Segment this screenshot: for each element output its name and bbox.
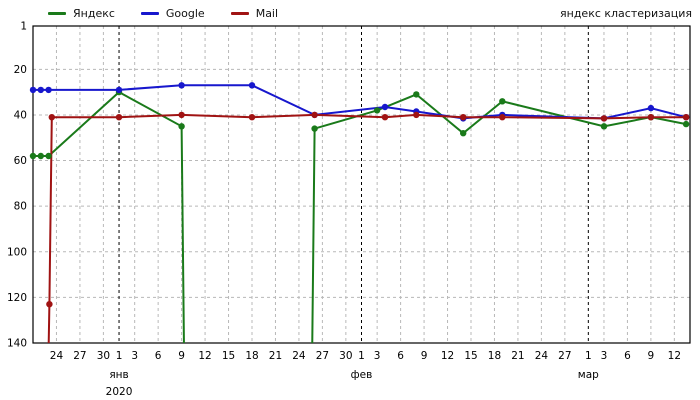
series-mail-point (682, 114, 690, 121)
x-tick-label: 1 (358, 350, 365, 362)
series-yandex-point (499, 98, 506, 105)
x-tick-label: 3 (374, 350, 381, 362)
y-tick-label: 140 (7, 338, 27, 350)
series-mail-line-0 (47, 113, 687, 343)
legend-item-google[interactable]: Google (140, 7, 205, 20)
x-tick-label: 12 (441, 350, 454, 362)
chart-header: Яндекс Google Mail яндекс кластеризация (0, 5, 700, 23)
year-label: 2020 (106, 386, 133, 398)
chart-legend: Яндекс Google Mail (48, 7, 278, 20)
series-mail-point (647, 114, 655, 121)
x-tick-label: 1 (116, 350, 123, 362)
series-yandex-line-0 (33, 90, 185, 343)
legend-label-yandex: Яндекс (73, 7, 115, 20)
series-mail-point (600, 115, 608, 122)
series-yandex-point (600, 123, 608, 130)
legend-label-mail: Mail (255, 7, 279, 20)
x-tick-label: 15 (464, 350, 477, 362)
series-yandex-point (460, 130, 467, 137)
month-label-янв: янв (109, 369, 128, 381)
x-tick-label: 12 (198, 350, 211, 362)
chart-title: яндекс кластеризация (560, 7, 692, 20)
x-tick-label: 1 (585, 350, 592, 362)
x-tick-label: 6 (155, 350, 162, 362)
x-tick-label: 9 (421, 350, 428, 362)
series-yandex-point (311, 125, 318, 132)
series-google-point (381, 103, 389, 111)
legend-swatch-mail (230, 12, 249, 15)
y-tick-label: 60 (14, 155, 27, 167)
series-yandex-point (178, 123, 185, 130)
y-tick-label: 20 (14, 64, 27, 76)
series-mail-point (413, 111, 420, 119)
series-google-point (37, 86, 44, 94)
series-mail-point (311, 111, 318, 119)
x-tick-label: 18 (488, 350, 501, 362)
series-google-point (647, 104, 655, 112)
legend-swatch-yandex (48, 12, 66, 15)
x-tick-label: 21 (511, 350, 524, 362)
y-tick-label: 80 (14, 201, 27, 213)
x-tick-label: 12 (668, 350, 681, 362)
series-yandex-point (37, 152, 44, 160)
x-tick-label: 21 (269, 350, 282, 362)
x-tick-label: 30 (97, 350, 110, 362)
x-tick-label: 3 (601, 350, 608, 362)
series-google-line-0 (33, 84, 687, 120)
series-yandex-point (413, 91, 420, 98)
y-tick-label: 100 (7, 246, 27, 258)
x-tick-label: 6 (397, 350, 404, 362)
series-mail-point (460, 114, 467, 121)
month-label-фев: фев (351, 369, 373, 381)
x-tick-label: 30 (339, 350, 352, 362)
x-tick-label: 15 (222, 350, 235, 362)
plot-border (32, 25, 691, 344)
series-yandex-line-1 (311, 93, 687, 343)
series-mail-point (115, 114, 123, 121)
x-tick-label: 6 (624, 350, 631, 362)
x-tick-label: 24 (292, 350, 306, 362)
series-yandex-point (29, 152, 37, 160)
series-mail-point (48, 114, 55, 121)
series-mail-point (381, 114, 389, 121)
x-tick-label: 24 (535, 350, 549, 362)
series-mail-point (178, 111, 185, 119)
series-google-point (115, 86, 123, 94)
legend-swatch-google (140, 12, 159, 15)
x-tick-label: 3 (131, 350, 138, 362)
series-mail-point (499, 114, 506, 121)
series-google-point (178, 82, 185, 89)
y-tick-label: 1 (20, 21, 27, 33)
x-tick-label: 9 (178, 350, 185, 362)
legend-item-yandex[interactable]: Яндекс (48, 7, 115, 20)
x-tick-label: 18 (245, 350, 258, 362)
y-tick-label: 120 (7, 292, 27, 304)
series-google-point (29, 86, 37, 94)
x-tick-label: 27 (558, 350, 571, 362)
series-google-point (248, 82, 256, 89)
x-tick-label: 27 (316, 350, 329, 362)
series-mail-point (248, 114, 256, 121)
x-tick-label: 9 (648, 350, 655, 362)
series-yandex-point (373, 107, 381, 114)
series-yandex-point (45, 152, 52, 160)
legend-item-mail[interactable]: Mail (230, 7, 279, 20)
x-tick-label: 27 (73, 350, 86, 362)
legend-label-google: Google (165, 7, 205, 20)
series-yandex-point (682, 120, 690, 128)
x-tick-label: 24 (50, 350, 64, 362)
y-tick-label: 40 (14, 109, 27, 121)
series-mail-point (46, 301, 53, 308)
series-google-point (45, 86, 52, 94)
month-label-мар: мар (578, 369, 599, 381)
